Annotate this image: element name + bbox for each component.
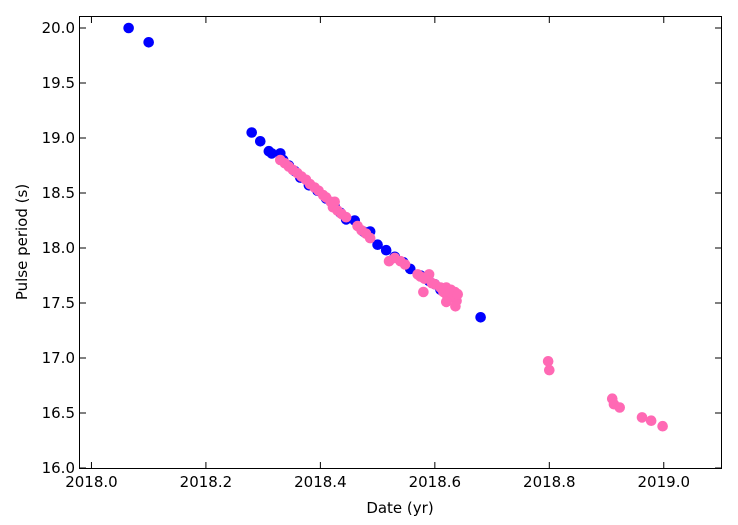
data-point-series-2: [452, 288, 464, 300]
data-point-series-1: [246, 127, 257, 138]
data-point-series-2: [340, 211, 352, 223]
data-point-series-2: [657, 420, 668, 432]
data-point-series-2: [614, 402, 625, 413]
x-axis: 2018.0 2018.2 2018.4 2018.6 2018.8 2019.0: [65, 17, 690, 491]
y-tick-label: 19.5: [42, 74, 75, 92]
y-axis: 16.0 16.5 17.0 17.5 18.0 18.5 19.0 19.5 20.0: [42, 19, 721, 477]
data-point-series-2: [544, 364, 555, 376]
x-tick-label: 2018.2: [180, 473, 233, 491]
data-point-series-1: [266, 148, 278, 159]
x-tick-label: 2018.8: [523, 473, 576, 491]
x-tick-label: 2019.0: [638, 473, 691, 491]
y-tick-label: 19.0: [42, 129, 75, 147]
data-point-series-2: [450, 301, 461, 312]
y-tick-label: 18.5: [42, 184, 75, 202]
x-axis-label: Date (yr): [366, 499, 433, 517]
data-point-series-2: [645, 415, 657, 427]
data-point-series-1: [380, 244, 392, 256]
x-tick-label: 2018.6: [409, 473, 462, 491]
data-point-series-2: [636, 412, 648, 423]
x-tick-label: 2018.4: [294, 473, 347, 491]
data-point-series-1: [254, 136, 266, 147]
data-point-series-2: [423, 269, 435, 280]
y-tick-label: 16.5: [42, 404, 75, 422]
y-tick-label: 18.0: [42, 239, 75, 257]
y-tick-label: 17.5: [42, 294, 75, 312]
y-axis-label: Pulse period (s): [13, 184, 31, 300]
data-point-series-1: [475, 312, 486, 323]
data-point-series-1: [143, 37, 154, 48]
points-layer: [123, 22, 668, 432]
data-point-series-2: [364, 232, 376, 244]
data-point-series-1: [372, 239, 383, 250]
y-tick-label: 16.0: [42, 459, 75, 477]
y-tick-label: 20.0: [42, 19, 75, 37]
data-point-series-2: [418, 286, 429, 298]
data-point-series-2: [542, 356, 554, 367]
plot-frame: [79, 16, 722, 469]
data-point-series-2: [440, 296, 452, 308]
data-point-series-1: [123, 22, 134, 34]
x-tick-label: 2018.0: [65, 473, 118, 491]
data-point-series-2: [399, 259, 411, 270]
y-tick-label: 17.0: [42, 349, 75, 367]
